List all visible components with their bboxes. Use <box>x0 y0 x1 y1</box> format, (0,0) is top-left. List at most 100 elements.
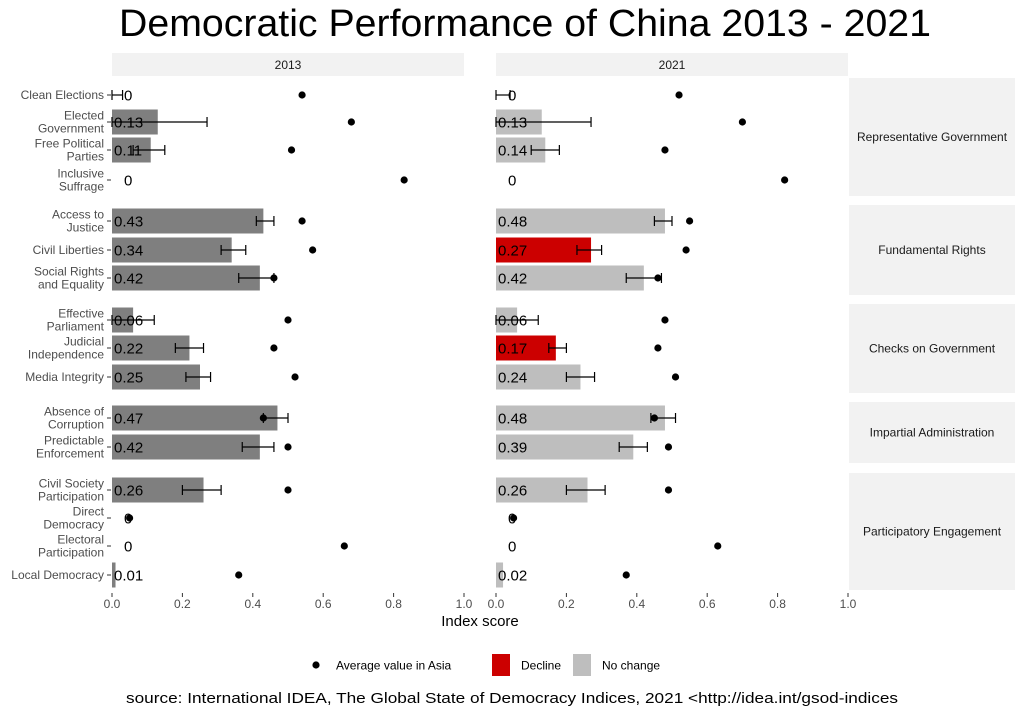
value-label: 0 <box>508 173 516 190</box>
y-axis-label: Elected Government <box>38 109 105 136</box>
bar <box>496 208 665 234</box>
error-bars <box>111 90 677 495</box>
legend-swatch-nochange <box>573 654 591 676</box>
y-axis-label: Free Political Parties <box>35 137 104 164</box>
x-axis-title: Index score <box>441 613 519 630</box>
y-axis-label: Local Democracy <box>11 568 104 582</box>
value-label: 0.27 <box>498 243 527 260</box>
bar <box>496 434 634 460</box>
y-axis-label: Social Rights and Equality <box>34 265 104 292</box>
asia-average-point <box>309 246 317 254</box>
asia-average-point <box>661 316 669 324</box>
group-strips: Representative Government Fundamental Rig… <box>849 78 1015 590</box>
panel-strip-2013 <box>112 53 464 76</box>
value-label: 0 <box>124 88 132 105</box>
panel-strip-2021 <box>496 53 848 76</box>
legend-point-icon <box>312 661 320 669</box>
value-label: 0.24 <box>498 370 527 387</box>
group-strip-label: Checks on Government <box>869 342 996 356</box>
asia-average-point <box>682 246 690 254</box>
asia-average-point <box>291 373 299 381</box>
value-label: 0.13 <box>114 115 143 132</box>
x-tick-label: 0.4 <box>244 597 261 611</box>
bar <box>112 562 116 588</box>
y-axis-label: Absence of Corruption <box>44 405 105 432</box>
asia-average-point <box>284 486 292 494</box>
bar <box>496 405 665 431</box>
value-label: 0.48 <box>498 411 527 428</box>
value-label: 0.42 <box>498 271 527 288</box>
value-label: 0.06 <box>114 313 143 330</box>
asia-average-point <box>270 274 278 282</box>
y-axis-label: Civil Liberties <box>33 243 104 257</box>
group-strip <box>849 304 1015 393</box>
value-label: 0.25 <box>114 370 143 387</box>
asia-average-point <box>654 344 662 352</box>
y-axis-label: Clean Elections <box>21 88 104 102</box>
asia-average-point <box>259 414 267 422</box>
legend-label-average: Average value in Asia <box>336 659 452 673</box>
asia-average-point <box>781 176 789 184</box>
asia-average-point <box>622 571 630 579</box>
y-axis-label: Civil Society Participation <box>38 477 104 504</box>
asia-average-point <box>675 91 683 99</box>
group-strip <box>849 402 1015 463</box>
group-strip-label: Participatory Engagement <box>863 525 1002 539</box>
asia-average-point <box>400 176 408 184</box>
group-strip-label: Representative Government <box>857 130 1008 144</box>
value-label: 0.22 <box>114 341 143 358</box>
y-axis-label: Media Integrity <box>25 370 104 384</box>
value-labels: 0 0.13 0.11 0 0.43 0.34 0.42 0.06 0.22 0.25 0.47 0.… <box>114 88 527 585</box>
asia-average-point <box>340 542 348 550</box>
y-axis-label: Access to Justice <box>52 208 104 235</box>
value-label: 0.11 <box>114 143 142 160</box>
group-strip <box>849 78 1015 196</box>
x-tick-label: 0.0 <box>104 597 121 611</box>
group-strip-label: Impartial Administration <box>870 426 995 440</box>
x-tick-label: 1.0 <box>456 597 473 611</box>
value-label: 0.06 <box>498 313 527 330</box>
x-tick-label: 0.2 <box>174 597 191 611</box>
asia-average-point <box>235 571 243 579</box>
asia-average-point <box>661 146 669 154</box>
x-tick-label: 0.2 <box>558 597 575 611</box>
y-axis-label: Judicial Independence <box>28 335 104 362</box>
value-label: 0.42 <box>114 440 143 457</box>
value-label: 0.39 <box>498 440 527 457</box>
x-axis: 0.0 0.2 0.4 0.6 0.8 1.0 0.0 0.2 0.4 0.6 0.8 1.0 <box>104 593 857 611</box>
asia-average-point <box>738 118 747 126</box>
asia-average-point <box>270 344 278 352</box>
chart-title: Democratic Performance of China 2013 - 2… <box>119 3 931 45</box>
asia-average-point <box>298 217 306 225</box>
x-tick-label: 0.6 <box>315 597 332 611</box>
asia-average-point <box>686 217 694 225</box>
asia-average-point <box>284 316 292 324</box>
asia-average-point <box>671 373 680 381</box>
asia-average-point <box>650 414 659 422</box>
value-label: 0.02 <box>498 568 527 585</box>
bar <box>112 265 260 291</box>
asia-average-point <box>284 443 292 451</box>
group-strip <box>849 205 1015 295</box>
value-label: 0 <box>124 539 132 556</box>
panel-label-2013: 2013 <box>275 58 302 72</box>
legend-swatch-decline <box>492 654 510 676</box>
asia-average-point <box>126 514 134 522</box>
value-label: 0 <box>508 88 516 105</box>
value-label: 0.17 <box>498 341 527 358</box>
bar <box>112 434 260 460</box>
asia-average-point <box>287 146 296 154</box>
asia-average-point <box>664 443 673 451</box>
value-label: 0 <box>124 173 132 190</box>
legend-label-decline: Decline <box>521 659 561 673</box>
source-caption: source: International IDEA, The Global S… <box>126 690 898 707</box>
x-tick-label: 0.8 <box>769 597 786 611</box>
legend-label-nochange: No change <box>602 659 660 673</box>
value-label: 0.47 <box>114 411 143 428</box>
bar <box>112 405 278 431</box>
asia-average-point <box>347 118 355 126</box>
bar <box>496 335 556 361</box>
x-tick-label: 0.8 <box>385 597 402 611</box>
value-label: 0 <box>124 511 132 528</box>
